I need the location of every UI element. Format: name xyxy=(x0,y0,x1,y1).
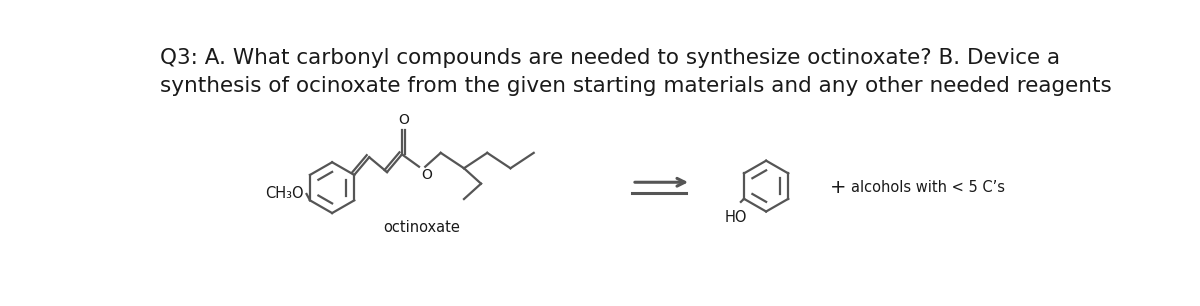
Text: CH₃O: CH₃O xyxy=(265,186,304,201)
Text: octinoxate: octinoxate xyxy=(383,220,460,235)
Text: O: O xyxy=(398,113,409,127)
Text: synthesis of ocinoxate from the given starting materials and any other needed re: synthesis of ocinoxate from the given st… xyxy=(160,76,1112,96)
Text: +: + xyxy=(830,178,846,197)
Text: O: O xyxy=(421,168,432,182)
Text: HO: HO xyxy=(725,210,748,225)
Text: alcohols with < 5 C’s: alcohols with < 5 C’s xyxy=(851,180,1006,195)
Text: Q3: A. What carbonyl compounds are needed to synthesize octinoxate? B. Device a: Q3: A. What carbonyl compounds are neede… xyxy=(160,47,1061,68)
